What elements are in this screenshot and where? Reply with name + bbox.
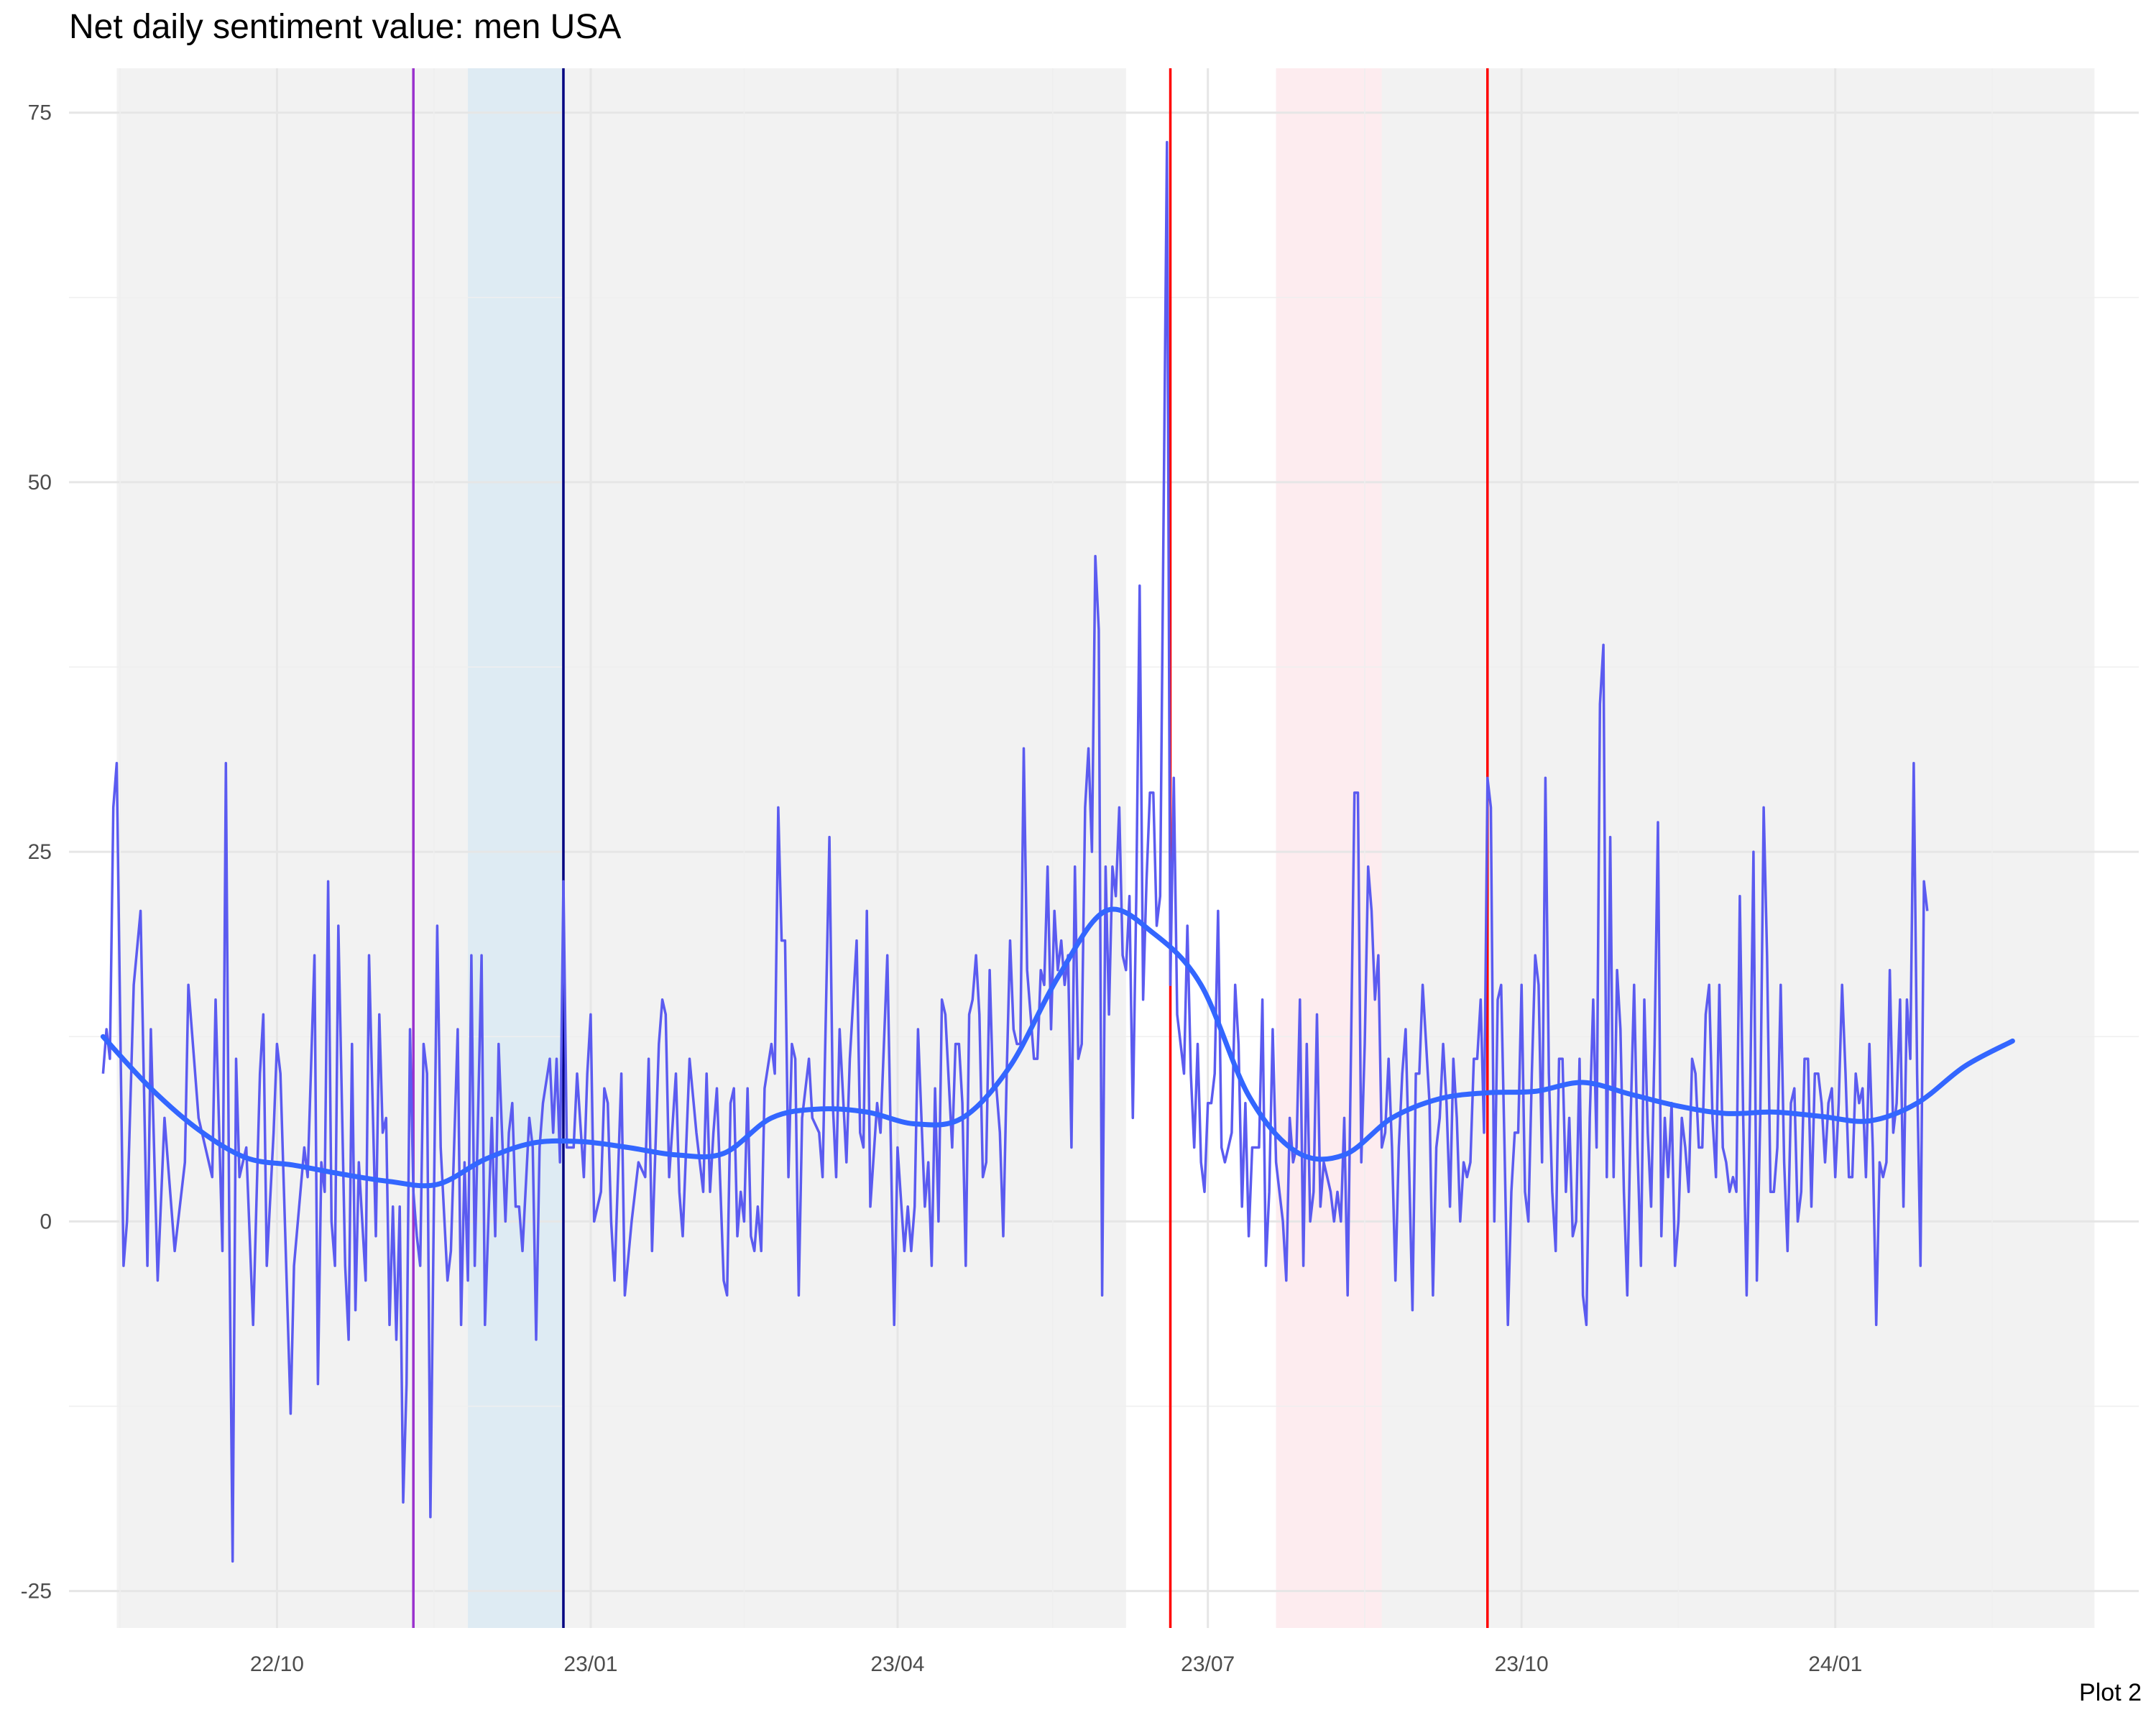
y-tick-label: -25 <box>21 1580 52 1604</box>
y-axis-ticks: -25 0 25 50 75 <box>21 101 52 1604</box>
x-tick-label: 23/10 <box>1495 1652 1549 1676</box>
x-tick-label: 22/10 <box>250 1652 304 1676</box>
shaded-region-2 <box>468 68 563 1628</box>
x-tick-label: 23/07 <box>1181 1652 1235 1676</box>
y-tick-label: 25 <box>28 840 52 864</box>
y-tick-label: 75 <box>28 101 52 125</box>
smoothed-trend-line <box>100 906 2015 1189</box>
y-tick-label: 0 <box>40 1210 52 1233</box>
daily-sentiment-line <box>101 141 1929 1563</box>
shaded-region-0 <box>116 68 1126 1628</box>
chart-title: Net daily sentiment value: men USA <box>69 8 622 46</box>
data-series <box>100 141 2015 1563</box>
y-tick-label: 50 <box>28 471 52 494</box>
x-axis-ticks: 22/10 23/01 23/04 23/07 23/10 24/01 <box>250 1652 1862 1676</box>
x-tick-label: 24/01 <box>1808 1652 1862 1676</box>
plot-caption: Plot 2 <box>2079 1679 2142 1706</box>
shaded-region-1 <box>1276 68 2095 1628</box>
x-tick-label: 23/04 <box>870 1652 924 1676</box>
x-tick-label: 23/01 <box>563 1652 617 1676</box>
shaded-regions <box>116 68 2095 1628</box>
shaded-region-3 <box>1276 68 1382 1628</box>
